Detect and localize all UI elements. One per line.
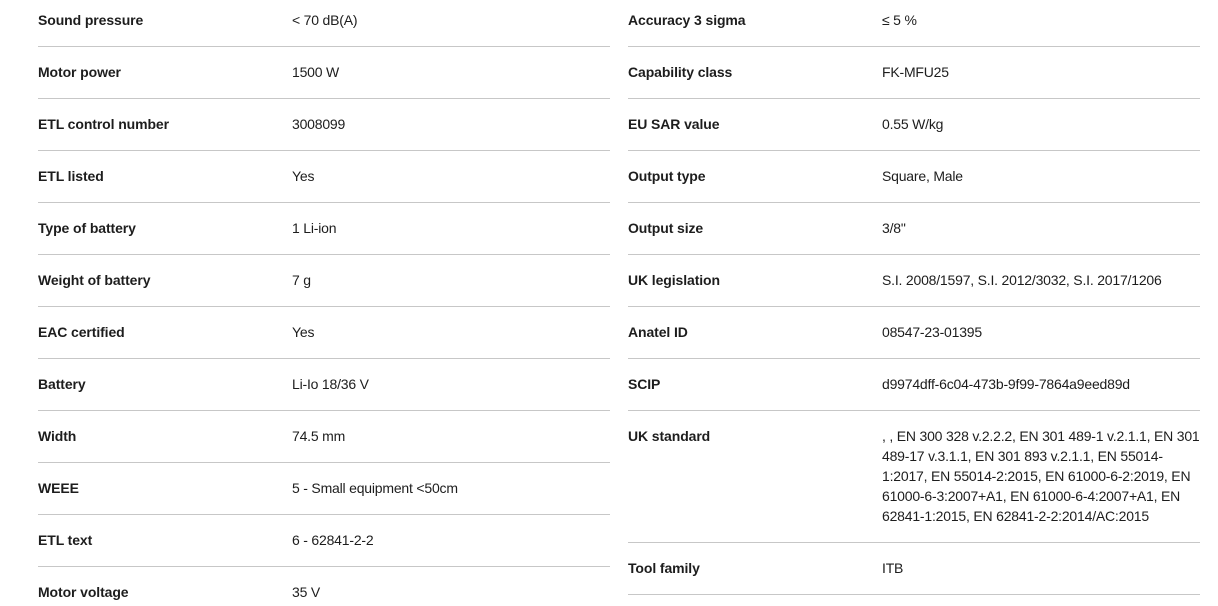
spec-value: d9974dff-6c04-473b-9f99-7864a9eed89d bbox=[882, 376, 1130, 392]
spec-value: Yes bbox=[292, 324, 315, 340]
spec-label: ETL text bbox=[38, 532, 93, 548]
spec-label: Tool family bbox=[628, 560, 700, 576]
spec-label: Accuracy 3 sigma bbox=[628, 12, 746, 28]
spec-row: WEEE 5 - Small equipment <50cm bbox=[38, 463, 610, 515]
spec-label: ETL control number bbox=[38, 116, 169, 132]
spec-label: EU SAR value bbox=[628, 116, 720, 132]
spec-row: ETL text 6 - 62841-2-2 bbox=[38, 515, 610, 567]
spec-value: , , EN 300 328 v.2.2.2, EN 301 489-1 v.2… bbox=[882, 428, 1200, 524]
spec-value: 35 V bbox=[292, 584, 320, 600]
spec-label: EAC certified bbox=[38, 324, 125, 340]
spec-row: Motor voltage 35 V bbox=[38, 567, 610, 606]
spec-row: ETL control number 3008099 bbox=[38, 99, 610, 151]
spec-row: Anatel ID 08547-23-01395 bbox=[628, 307, 1200, 359]
spec-value: Yes bbox=[292, 168, 315, 184]
spec-row: Type of battery 1 Li-ion bbox=[38, 203, 610, 255]
spec-value: S.I. 2008/1597, S.I. 2012/3032, S.I. 201… bbox=[882, 272, 1162, 288]
spec-label: Weight of battery bbox=[38, 272, 151, 288]
spec-column-right: Accuracy 3 sigma ≤ 5 % Capability class … bbox=[628, 0, 1200, 606]
spec-label: UK standard bbox=[628, 428, 711, 444]
spec-value: 3/8" bbox=[882, 220, 906, 236]
spec-row: Weight of battery 7 g bbox=[38, 255, 610, 307]
spec-value: 1 Li-ion bbox=[292, 220, 337, 236]
spec-value: ITB bbox=[882, 560, 904, 576]
spec-label: UK legislation bbox=[628, 272, 720, 288]
spec-value: ≤ 5 % bbox=[882, 12, 917, 28]
spec-label: ETL listed bbox=[38, 168, 104, 184]
spec-row: UK legislation S.I. 2008/1597, S.I. 2012… bbox=[628, 255, 1200, 307]
spec-row: Width 74.5 mm bbox=[38, 411, 610, 463]
spec-row: ETL listed Yes bbox=[38, 151, 610, 203]
spec-row: UK standard , , EN 300 328 v.2.2.2, EN 3… bbox=[628, 411, 1200, 543]
spec-value: FK-MFU25 bbox=[882, 64, 949, 80]
spec-value: 08547-23-01395 bbox=[882, 324, 982, 340]
spec-row: Sound pressure < 70 dB(A) bbox=[38, 0, 610, 47]
spec-row: SCIP d9974dff-6c04-473b-9f99-7864a9eed89… bbox=[628, 359, 1200, 411]
spec-label: Type of battery bbox=[38, 220, 136, 236]
spec-row: Battery Li-Io 18/36 V bbox=[38, 359, 610, 411]
spec-column-left: Sound pressure < 70 dB(A) Motor power 15… bbox=[38, 0, 610, 606]
spec-value: 6 - 62841-2-2 bbox=[292, 532, 374, 548]
spec-label: WEEE bbox=[38, 480, 79, 496]
spec-value: 0.55 W/kg bbox=[882, 116, 944, 132]
spec-row: Output type Square, Male bbox=[628, 151, 1200, 203]
spec-label: Output type bbox=[628, 168, 706, 184]
spec-row: Output size 3/8" bbox=[628, 203, 1200, 255]
spec-value: 1500 W bbox=[292, 64, 340, 80]
spec-label: Motor voltage bbox=[38, 584, 129, 600]
spec-row: Tool family ITB bbox=[628, 543, 1200, 595]
spec-label: Sound pressure bbox=[38, 12, 144, 28]
spec-row: Capability class FK-MFU25 bbox=[628, 47, 1200, 99]
spec-value: 7 g bbox=[292, 272, 311, 288]
spec-label: Anatel ID bbox=[628, 324, 688, 340]
spec-value: 3008099 bbox=[292, 116, 346, 132]
spec-row: Accuracy 3 sigma ≤ 5 % bbox=[628, 0, 1200, 47]
spec-label: Battery bbox=[38, 376, 86, 392]
spec-row: EU SAR value 0.55 W/kg bbox=[628, 99, 1200, 151]
spec-value: 5 - Small equipment <50cm bbox=[292, 480, 458, 496]
spec-label: Capability class bbox=[628, 64, 733, 80]
spec-label: Motor power bbox=[38, 64, 121, 80]
spec-value: Square, Male bbox=[882, 168, 963, 184]
spec-label: Width bbox=[38, 428, 77, 444]
spec-value: 74.5 mm bbox=[292, 428, 346, 444]
spec-value: < 70 dB(A) bbox=[292, 12, 358, 28]
spec-row: Motor power 1500 W bbox=[38, 47, 610, 99]
spec-row: EAC certified Yes bbox=[38, 307, 610, 359]
spec-label: SCIP bbox=[628, 376, 661, 392]
spec-value: Li-Io 18/36 V bbox=[292, 376, 369, 392]
spec-label: Output size bbox=[628, 220, 704, 236]
